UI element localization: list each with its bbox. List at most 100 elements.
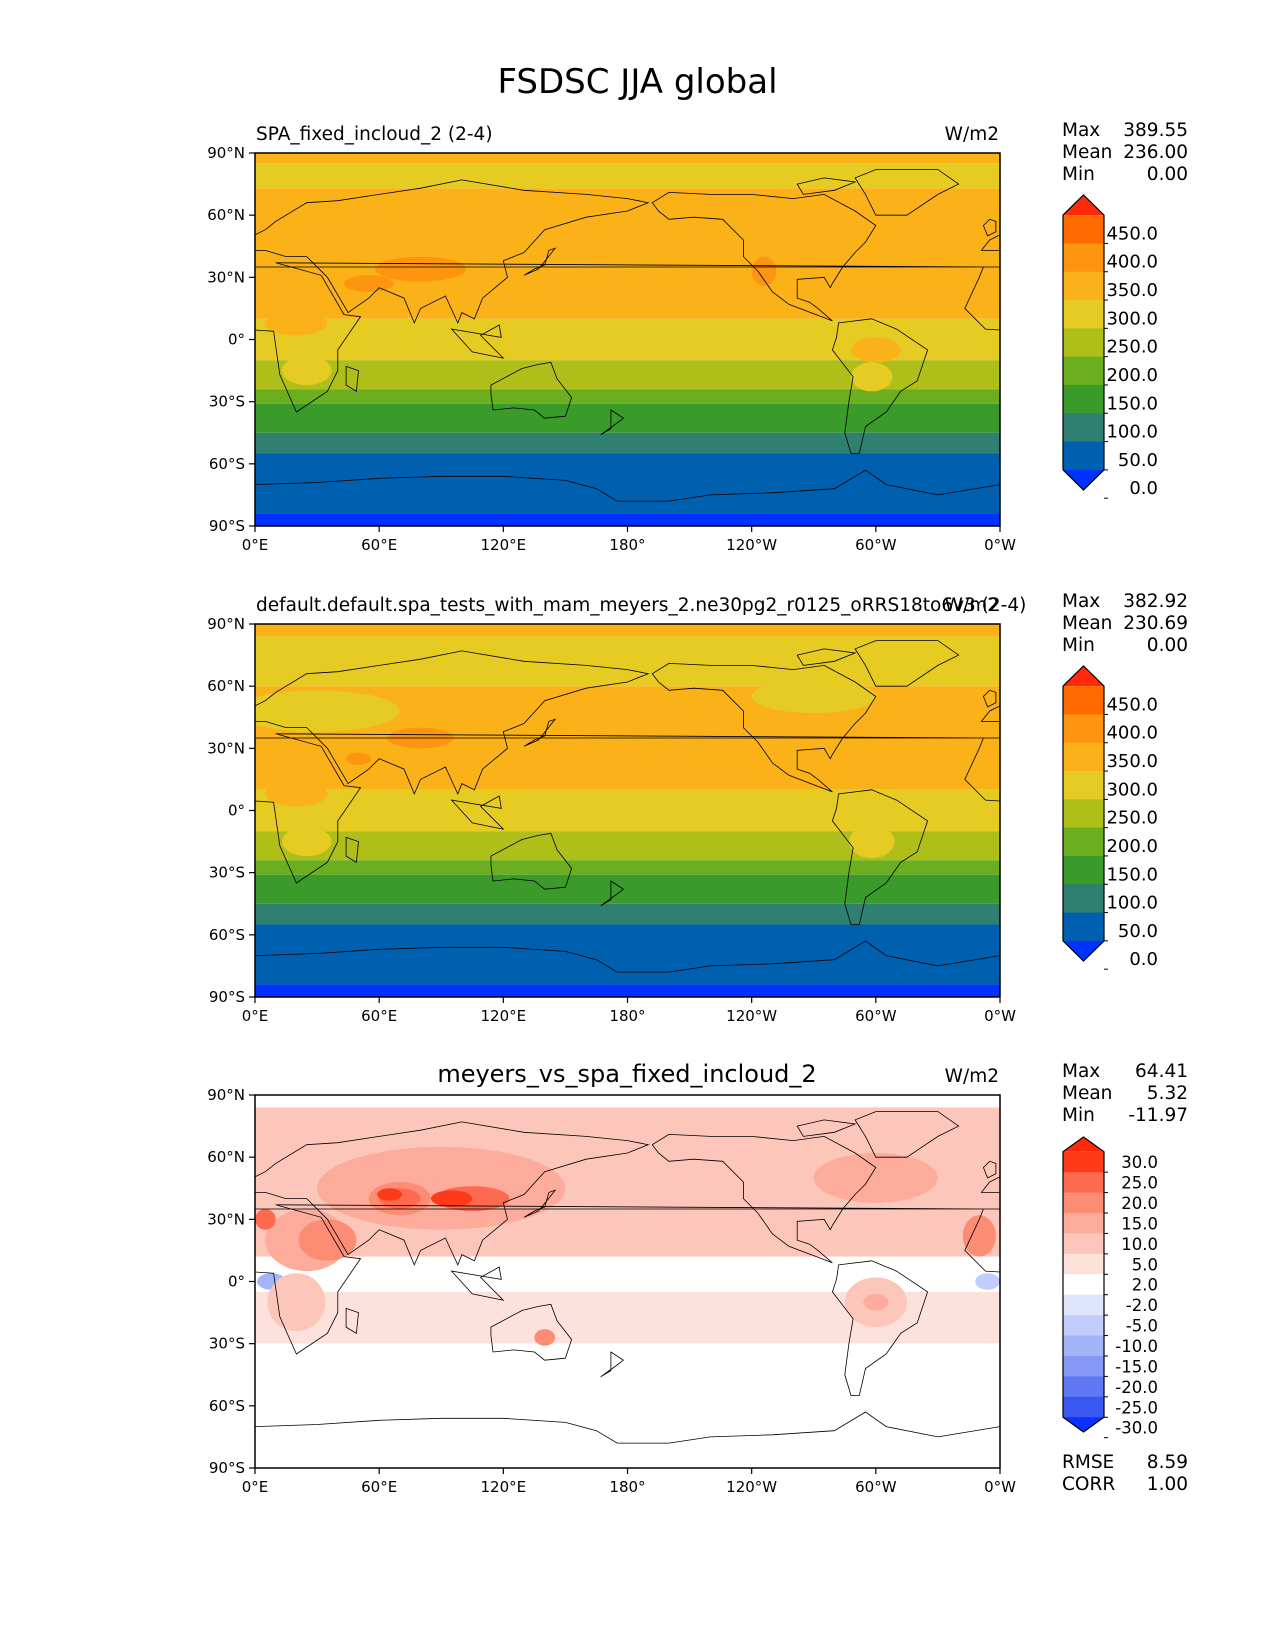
- panel-1-axes: 0°E 60°E 120°E 180° 120°W 60°W 0°W 90°N 60°N 30°N…: [207, 144, 1016, 554]
- panel-2-patch-1: [751, 679, 876, 714]
- coastline: [1269, 719, 1275, 746]
- panel-2-patch-5: [848, 825, 895, 859]
- coastline: [796, 648, 857, 666]
- panel-1-patch-5: [851, 362, 893, 392]
- coastline: [1236, 362, 1275, 418]
- y-tick-label: 90°N: [207, 1086, 245, 1104]
- colorbar-segment: [1063, 243, 1104, 273]
- panel-1-band-1: [255, 163, 1000, 189]
- panel-1-patch-4: [851, 337, 901, 363]
- panel-2-band-1: [255, 636, 1000, 687]
- colorbar-segment: [1063, 686, 1104, 715]
- x-tick-label: 180°: [609, 1478, 645, 1496]
- colorbar-segment: [1063, 912, 1104, 942]
- x-tick-label: 120°W: [726, 1478, 777, 1496]
- colorbar-label: -30.0: [1115, 1419, 1158, 1438]
- stat-label-min: Min: [1062, 1105, 1095, 1126]
- coastline: [651, 191, 877, 322]
- coastline: [255, 1121, 650, 1266]
- colorbar-label: 30.0: [1121, 1153, 1158, 1172]
- panel-2-patch-0: [255, 690, 400, 732]
- coastline: [523, 718, 557, 747]
- panel-3-patch-12: [975, 1273, 1000, 1290]
- colorbar-label: 10.0: [1121, 1235, 1158, 1254]
- colorbar-segment: [1063, 356, 1104, 386]
- colorbar-segment: [1063, 271, 1104, 301]
- coastline: [982, 1160, 997, 1179]
- coastline: [87, 319, 182, 454]
- panel-3-patch-10: [255, 1208, 276, 1230]
- panel-2: default.default.spa_tests_with_mam_meyer…: [87, 591, 1275, 1025]
- coastline: [600, 880, 625, 907]
- x-tick-label: 60°W: [855, 536, 897, 554]
- y-tick-label: 0°: [228, 331, 245, 349]
- panel-1-map: [255, 153, 1000, 526]
- stat-value-max: 64.41: [1135, 1061, 1188, 1082]
- panel-2-patch-6: [281, 827, 332, 857]
- coastline: [255, 955, 256, 957]
- stat-value-rmse: 8.59: [1147, 1452, 1188, 1473]
- y-tick-label: 60°S: [209, 455, 245, 473]
- colorbar-label: 0.0: [1129, 949, 1158, 970]
- panel-3-patch-7: [430, 1190, 473, 1207]
- panel-3-title: meyers_vs_spa_fixed_incloud_2: [437, 1060, 816, 1088]
- panel-1-band-0: [255, 153, 1000, 164]
- x-tick-label: 60°E: [361, 536, 397, 554]
- colorbar-extend-bottom: [1063, 940, 1104, 961]
- coastline: [1197, 325, 1249, 358]
- panel-3-coastlines: [0, 1111, 1000, 1444]
- colorbar-segment: [1063, 1376, 1104, 1398]
- coastline: [87, 790, 182, 925]
- panel-3: meyers_vs_spa_fixed_incloud_2 W/m2 0°E 60…: [0, 1060, 1188, 1496]
- coastline: [854, 169, 960, 216]
- panel-3-patch-14: [863, 1293, 889, 1311]
- colorbar-segment: [1063, 1315, 1104, 1337]
- panel-1-patch-3: [265, 310, 328, 336]
- coastline: [490, 1303, 573, 1361]
- x-tick-label: 60°W: [855, 1478, 897, 1496]
- y-tick-label: 60°N: [207, 1148, 245, 1166]
- colorbar-segment: [1063, 1172, 1104, 1194]
- colorbar-label: 300.0: [1106, 779, 1158, 800]
- y-tick-label: 60°N: [207, 206, 245, 224]
- coastline: [0, 1205, 238, 1354]
- panel-3-band-0: [255, 1095, 1000, 1108]
- colorbar-label: -5.0: [1126, 1317, 1158, 1336]
- stat-label-max: Max: [1062, 1061, 1100, 1082]
- colorbar-label: 450.0: [1106, 694, 1158, 715]
- x-tick-label: 0°E: [242, 1007, 269, 1025]
- panel-3-units: W/m2: [945, 1066, 999, 1087]
- colorbar-segment: [1063, 799, 1104, 829]
- panel-3-patch-8: [377, 1188, 402, 1201]
- coastline: [255, 733, 984, 884]
- y-tick-label: 0°: [228, 1273, 245, 1291]
- panel-2-band-3: [255, 789, 1000, 832]
- y-tick-label: 60°N: [207, 677, 245, 695]
- y-tick-label: 90°S: [209, 517, 245, 535]
- x-tick-label: 120°E: [481, 1007, 527, 1025]
- coastline: [0, 192, 131, 321]
- colorbar-label: -15.0: [1115, 1357, 1158, 1376]
- colorbar-label: 150.0: [1106, 864, 1158, 885]
- coastline: [345, 1307, 359, 1334]
- colorbar-label: 200.0: [1106, 836, 1158, 857]
- panel-1-patch-2: [751, 256, 777, 286]
- colorbar-segment: [1063, 714, 1104, 744]
- coastline: [255, 1204, 984, 1355]
- x-tick-label: 0°E: [242, 1478, 269, 1496]
- panel-2-coastlines: [87, 640, 1275, 973]
- colorbar-label: 150.0: [1106, 393, 1158, 414]
- panel-2-units: W/m2: [945, 595, 999, 616]
- colorbar-extend-bottom: [1063, 469, 1104, 490]
- panel-1-colorbar: 450.0 400.0 350.0 300.0 250.0 200.0 150.0 100.0…: [1062, 194, 1158, 499]
- colorbar-segment: [1063, 1396, 1104, 1418]
- coastline: [1197, 796, 1249, 829]
- panel-2-band-5: [255, 860, 1000, 875]
- colorbar-segment: [1063, 1294, 1104, 1316]
- coastline: [854, 640, 960, 687]
- coastline: [796, 1119, 857, 1137]
- coastline: [831, 789, 929, 925]
- panel-3-colorbar: 30.025.020.015.010.05.02.0-2.0-5.0-10.0-…: [1062, 1136, 1158, 1439]
- x-tick-label: 120°E: [481, 536, 527, 554]
- panel-1-title: SPA_fixed_incloud_2 (2-4): [256, 124, 493, 145]
